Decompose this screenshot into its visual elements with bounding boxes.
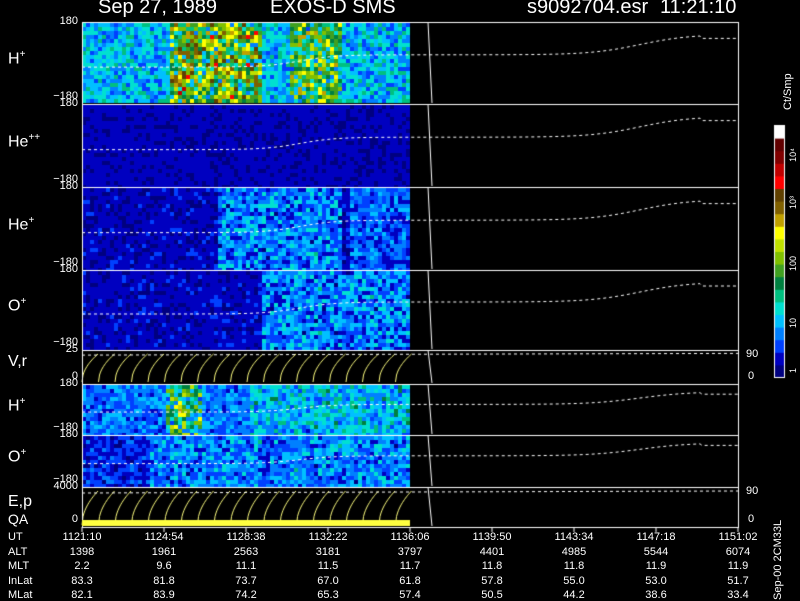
ephem-cell: 1151:02: [718, 531, 758, 543]
colorbar-tick-3: 10³: [788, 196, 798, 210]
y2tick-top-7: 90: [746, 485, 759, 497]
ephem-cell: 11.9: [727, 560, 749, 572]
ephem-cell: 5544: [643, 545, 669, 558]
ephem-cell: 51.7: [727, 574, 749, 587]
ephem-cell: 38.6: [645, 589, 667, 601]
ephem-cell: 11.5: [317, 560, 339, 572]
ephem-cell: 81.8: [153, 574, 175, 587]
side-id: Sep-00 2CM33L: [772, 519, 784, 600]
ephem-cell: 65.3: [317, 589, 339, 601]
ephem-cell: 33.4: [727, 589, 749, 601]
colorbar-tick-1: 10: [788, 318, 798, 329]
ephem-label-mlat: MLat: [8, 589, 33, 601]
y2tick-bottom-4: 0: [748, 370, 755, 382]
ytick-top-3: 180: [59, 263, 78, 275]
ephem-cell: 2.2: [74, 560, 90, 572]
ephem-cell: 74.2: [235, 589, 257, 601]
ytick-bottom-6: −180: [53, 473, 78, 485]
ephem-cell: 44.2: [563, 589, 585, 601]
ephem-cell: 11.8: [563, 560, 585, 572]
ephem-cell: 1961: [151, 545, 177, 558]
colorbar-tick-0: 1: [788, 368, 798, 374]
ephem-cell: 83.9: [153, 589, 175, 601]
ytick-top-7: 4000: [53, 480, 78, 492]
panel-label-5: H+: [8, 395, 26, 414]
ephem-cell: 50.5: [481, 589, 503, 601]
colorbar-title: Ct/Smp: [782, 73, 794, 110]
ytick-bottom-5: −180: [53, 421, 78, 433]
ytick-top-2: 180: [59, 180, 78, 192]
header-date: Sep 27, 1989: [98, 0, 217, 18]
y2tick-top-4: 90: [746, 348, 759, 360]
ephem-cell: 1136:06: [390, 531, 430, 543]
ephem-cell: 55.0: [563, 574, 585, 587]
ephem-cell: 67.0: [317, 574, 339, 587]
ephem-cell: 1398: [69, 545, 95, 558]
ephem-cell: 1143:34: [554, 531, 594, 543]
ephem-cell: 1128:38: [226, 531, 266, 543]
ephem-cell: 11.8: [481, 560, 503, 572]
header-file: s9092704.esr: [527, 0, 649, 18]
ephem-cell: 83.3: [71, 574, 93, 587]
y2tick-bottom-7: 0: [748, 513, 755, 525]
ephem-label-alt: ALT: [8, 545, 28, 558]
ephem-cell: 1139:50: [472, 531, 512, 543]
panel-label-4: V,r: [8, 353, 27, 370]
ytick-top-4: 25: [65, 343, 78, 355]
ephem-cell: 9.6: [156, 560, 172, 572]
ytick-bottom-4: 0: [71, 370, 78, 382]
colorbar-tick-2: 100: [788, 256, 798, 272]
panel-label-7: E,p QA: [8, 493, 33, 527]
ephem-cell: 73.7: [235, 574, 257, 587]
panel-label-0: H+: [8, 49, 26, 68]
ephem-cell: 6074: [725, 545, 751, 558]
ephem-cell: 11.9: [645, 560, 667, 572]
ephem-cell: 57.8: [481, 574, 503, 587]
ephem-label-inlat: InLat: [8, 574, 33, 587]
ephem-cell: 61.8: [399, 574, 421, 587]
panel-label-3: O+: [8, 296, 27, 315]
header-mission: EXOS-D SMS: [270, 0, 396, 18]
header-time: 11:21:10: [660, 0, 737, 18]
ephem-cell: 1124:54: [144, 531, 184, 543]
ytick-top-0: 180: [59, 15, 78, 27]
ytick-bottom-2: −180: [53, 256, 78, 268]
ephem-label-mlt: MLT: [8, 560, 30, 572]
ephem-cell: 82.1: [71, 589, 93, 601]
ephem-cell: 1147:18: [636, 531, 676, 543]
ephem-cell: 57.4: [399, 589, 421, 601]
ephem-cell: 4401: [479, 545, 505, 558]
ytick-bottom-0: −180: [53, 90, 78, 102]
ephem-label-ut: UT: [8, 531, 23, 543]
ephem-cell: 3181: [315, 545, 341, 558]
ytick-top-6: 180: [59, 428, 78, 440]
ephem-cell: 2563: [233, 545, 259, 558]
ephem-cell: 4985: [561, 545, 587, 558]
ephem-cell: 11.7: [399, 560, 421, 572]
panel-label-6: O+: [8, 447, 27, 466]
ephem-cell: 53.0: [645, 574, 667, 587]
ytick-top-5: 180: [59, 377, 78, 389]
ephem-cell: 11.1: [235, 560, 257, 572]
ephem-cell: 1132:22: [308, 531, 348, 543]
ytick-top-1: 180: [59, 97, 78, 109]
panel-label-1: He++: [8, 131, 41, 150]
ytick-bottom-3: −180: [53, 336, 78, 348]
ytick-bottom-1: −180: [53, 173, 78, 185]
colorbar-tick-4: 10⁴: [788, 148, 798, 162]
ytick-bottom-7: 0: [71, 513, 78, 525]
ephem-cell: 3797: [397, 545, 423, 558]
panel-label-2: He+: [8, 214, 35, 233]
ephem-cell: 1121:10: [62, 531, 102, 543]
